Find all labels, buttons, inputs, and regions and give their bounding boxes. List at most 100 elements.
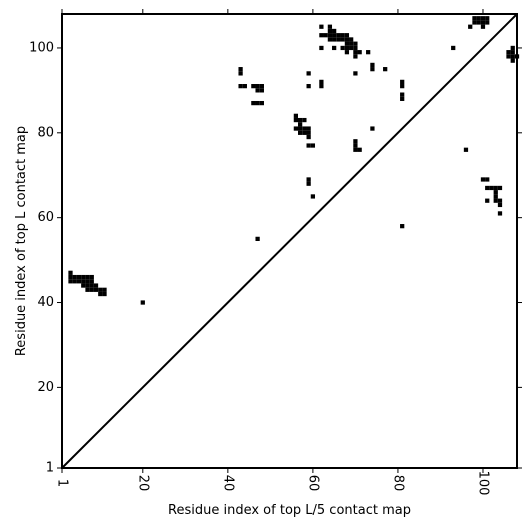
contact-cell: [238, 71, 243, 76]
contact-cell: [319, 45, 324, 51]
contact-cell: [76, 279, 82, 284]
y-tick-label: 1: [46, 461, 54, 476]
contact-cell: [506, 50, 511, 55]
contact-cell: [306, 143, 311, 148]
contact-cell: [319, 33, 324, 38]
contact-cell: [349, 45, 354, 51]
contact-cell: [493, 185, 498, 191]
contact-cell: [336, 37, 341, 42]
contact-cell: [349, 41, 354, 46]
contact-cell: [383, 67, 388, 72]
contact-cell: [306, 181, 311, 186]
x-axis-label: Residue index of top L/5 contact map: [168, 503, 411, 518]
y-axis-label: Residue index of top L contact map: [14, 126, 29, 356]
contact-cell: [463, 147, 469, 152]
contact-cell: [251, 84, 256, 89]
contact-cell: [327, 28, 333, 34]
contact-cell: [451, 45, 456, 51]
contact-cell: [306, 126, 311, 131]
contact-cell: [353, 147, 358, 152]
contact-cell: [353, 139, 358, 144]
contact-cell: [98, 287, 103, 292]
contact-cell: [353, 143, 358, 148]
contact-cell: [293, 113, 299, 118]
contact-cell: [472, 20, 477, 25]
contact-cell: [485, 198, 490, 203]
contact-cell: [353, 45, 358, 51]
x-tick-label: 60: [305, 475, 320, 492]
contact-cell: [306, 130, 311, 135]
contact-cell: [310, 194, 316, 199]
contact-cell: [306, 177, 311, 182]
contact-cell: [340, 45, 345, 51]
contact-cell: [340, 33, 345, 38]
contact-cell: [298, 130, 303, 135]
contact-cell: [353, 41, 358, 46]
contact-cell: [370, 62, 375, 68]
contact-cell: [497, 198, 503, 203]
contact-cell: [506, 54, 511, 59]
contact-cell: [344, 50, 350, 55]
contact-cell: [327, 24, 333, 29]
contact-cell: [306, 134, 311, 140]
contact-cell: [76, 274, 82, 280]
contact-cell: [366, 50, 371, 55]
contact-cell: [255, 236, 260, 241]
contact-cell: [400, 84, 405, 89]
contact-cell: [476, 20, 481, 25]
contact-cell: [353, 54, 358, 59]
contact-cell: [472, 16, 477, 21]
contact-cell: [510, 50, 515, 55]
contact-cell: [370, 67, 375, 72]
contact-cell: [493, 194, 498, 199]
contact-cell: [400, 96, 405, 101]
contact-cell: [400, 79, 405, 85]
contact-cell: [323, 33, 328, 38]
contact-cell: [238, 67, 243, 72]
contact-cell: [480, 16, 486, 21]
contact-cell: [89, 274, 94, 280]
contact-cell: [140, 300, 145, 305]
contact-cell: [85, 283, 90, 288]
contact-cell: [497, 211, 503, 216]
diagonal-line: [61, 13, 518, 469]
contact-cell: [302, 126, 307, 131]
contact-cell: [293, 117, 299, 123]
contact-cell: [510, 54, 515, 59]
contact-cell: [302, 130, 307, 135]
contact-cell: [344, 33, 350, 38]
contact-cell: [480, 177, 486, 182]
contact-cell: [344, 45, 350, 51]
contact-cell: [485, 20, 490, 25]
contact-cell: [468, 24, 473, 29]
contact-cell: [255, 100, 260, 106]
contact-cell: [510, 45, 515, 51]
contact-cell: [400, 224, 405, 229]
contact-cell: [357, 50, 362, 55]
contact-cell: [340, 37, 345, 42]
contact-cell: [319, 84, 324, 89]
contact-cell: [510, 58, 515, 63]
x-tick-label: 20: [135, 475, 150, 492]
x-tick-label: 40: [220, 475, 235, 492]
contact-cell: [344, 41, 350, 46]
contact-cell: [89, 283, 94, 288]
contact-cells: [68, 16, 520, 305]
contact-cell: [485, 185, 490, 191]
contact-cell: [319, 79, 324, 85]
contact-cell: [336, 33, 341, 38]
contact-cell: [68, 270, 73, 275]
contact-cell: [489, 185, 494, 191]
contact-cell: [480, 24, 486, 29]
x-tick-label: 1: [55, 479, 70, 487]
x-tick-label: 100: [475, 471, 490, 496]
contact-cell: [85, 274, 90, 280]
contact-cell: [349, 37, 354, 42]
contact-cell: [493, 190, 498, 195]
contact-cell: [72, 279, 77, 284]
contact-cell: [93, 283, 99, 288]
contact-cell: [485, 16, 490, 21]
contact-cell: [400, 92, 405, 97]
contact-cell: [85, 279, 90, 284]
